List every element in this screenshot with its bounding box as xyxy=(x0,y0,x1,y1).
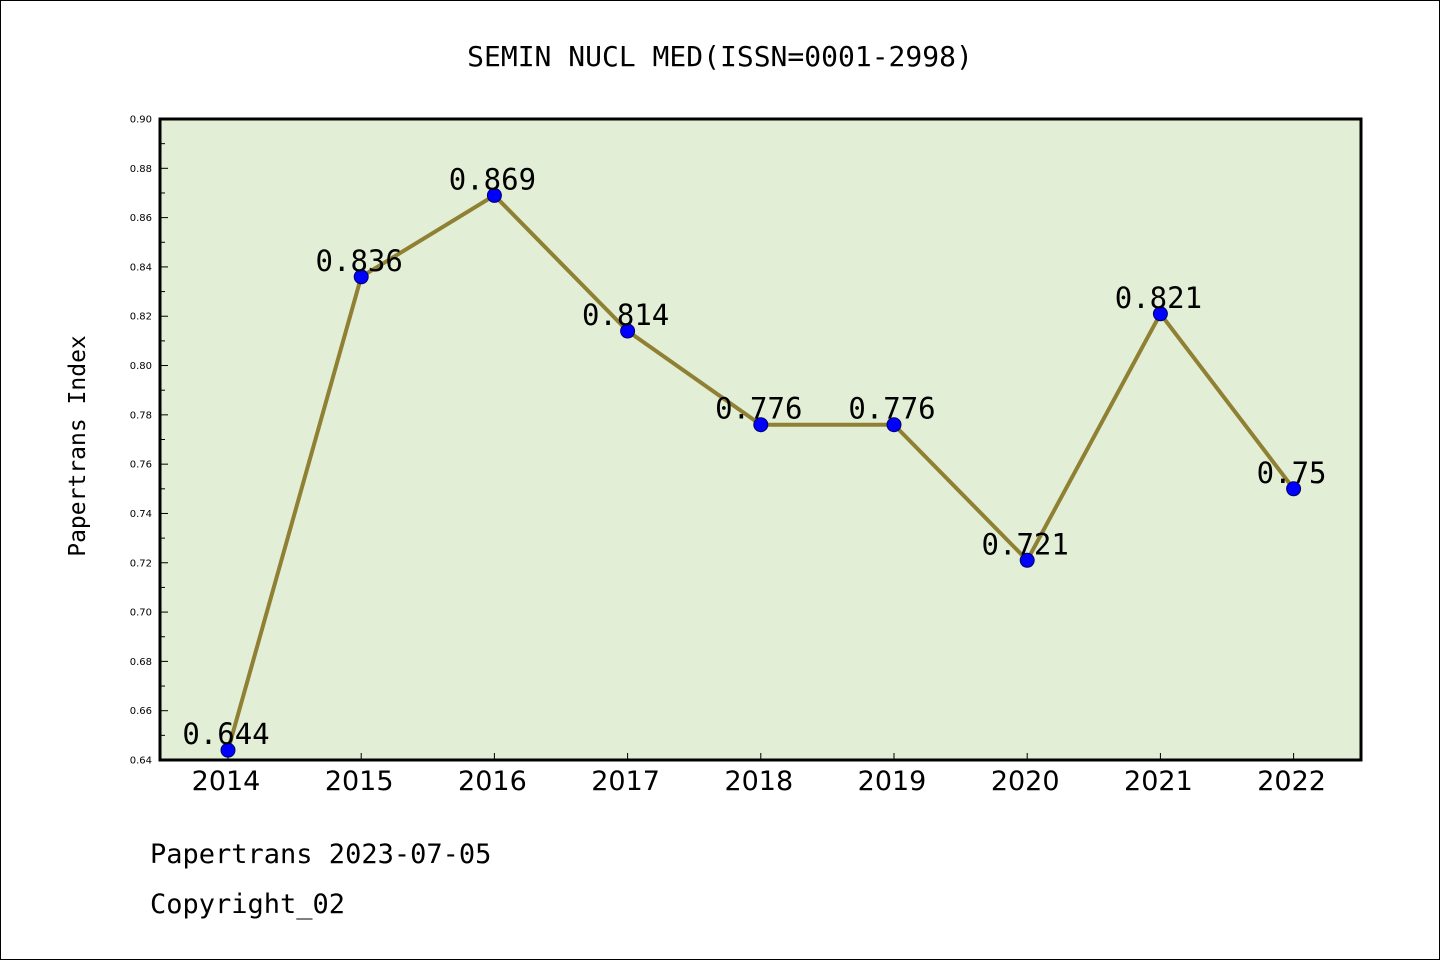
data-label: 0.644 xyxy=(182,717,269,751)
data-label: 0.75 xyxy=(1257,456,1327,490)
data-markers xyxy=(220,187,1302,758)
data-label: 0.814 xyxy=(582,298,669,332)
plot-area xyxy=(158,117,1363,762)
data-point xyxy=(1152,306,1168,322)
y-tick-label: 0.78 xyxy=(130,410,152,421)
y-tick-label: 0.86 xyxy=(130,213,152,224)
data-label: 0.776 xyxy=(848,392,935,426)
x-tick-label: 2022 xyxy=(1257,766,1326,797)
data-label: 0.869 xyxy=(449,162,536,196)
x-tick-label: 2017 xyxy=(591,766,660,797)
data-point xyxy=(353,269,369,285)
footer-copyright: Copyright_02 xyxy=(150,889,345,920)
y-tick-label: 0.70 xyxy=(130,608,152,619)
data-label: 0.836 xyxy=(316,244,403,278)
y-tick-label: 0.80 xyxy=(130,361,152,372)
data-point xyxy=(1286,481,1302,497)
y-tick-label: 0.76 xyxy=(130,460,152,471)
data-point xyxy=(1019,552,1035,568)
x-tick-label: 2021 xyxy=(1124,766,1193,797)
data-labels: 0.644 0.836 0.869 0.814 0.776 0.776 0.721 0.821… xyxy=(182,162,1326,751)
y-tick-label: 0.68 xyxy=(130,657,152,668)
x-tick-label: 2016 xyxy=(458,766,527,797)
data-point xyxy=(753,417,769,433)
y-axis-label: Papertrans Index xyxy=(65,335,91,557)
data-label: 0.776 xyxy=(715,392,802,426)
data-point xyxy=(886,417,902,433)
x-tick-label: 2014 xyxy=(192,766,261,797)
y-tick-label: 0.88 xyxy=(130,164,152,175)
data-label: 0.821 xyxy=(1115,281,1202,315)
y-axis-ticks: 0.64 0.66 0.68 0.70 0.72 0.74 0.76 0.78 0.80 0.82… xyxy=(130,115,168,767)
y-tick-label: 0.90 xyxy=(130,115,152,126)
y-tick-label: 0.72 xyxy=(130,558,152,569)
y-tick-label: 0.82 xyxy=(130,312,152,323)
x-tick-label: 2015 xyxy=(325,766,394,797)
x-tick-label: 2019 xyxy=(858,766,927,797)
y-tick-label: 0.84 xyxy=(130,262,152,273)
x-tick-label: 2018 xyxy=(724,766,793,797)
y-tick-label: 0.74 xyxy=(130,509,152,520)
data-point xyxy=(220,742,236,758)
x-tick-label: 2020 xyxy=(991,766,1060,797)
y-tick-label: 0.64 xyxy=(130,756,152,767)
footer-date: Papertrans 2023-07-05 xyxy=(150,839,491,870)
y-tick-label: 0.66 xyxy=(130,706,152,717)
data-label: 0.721 xyxy=(982,527,1069,561)
chart-title: SEMIN NUCL MED(ISSN=0001-2998) xyxy=(467,40,973,73)
data-point xyxy=(486,187,502,203)
data-point xyxy=(620,323,636,339)
x-axis-ticks: 2014 2015 2016 2017 2018 2019 2020 2021 2022 xyxy=(192,753,1326,797)
